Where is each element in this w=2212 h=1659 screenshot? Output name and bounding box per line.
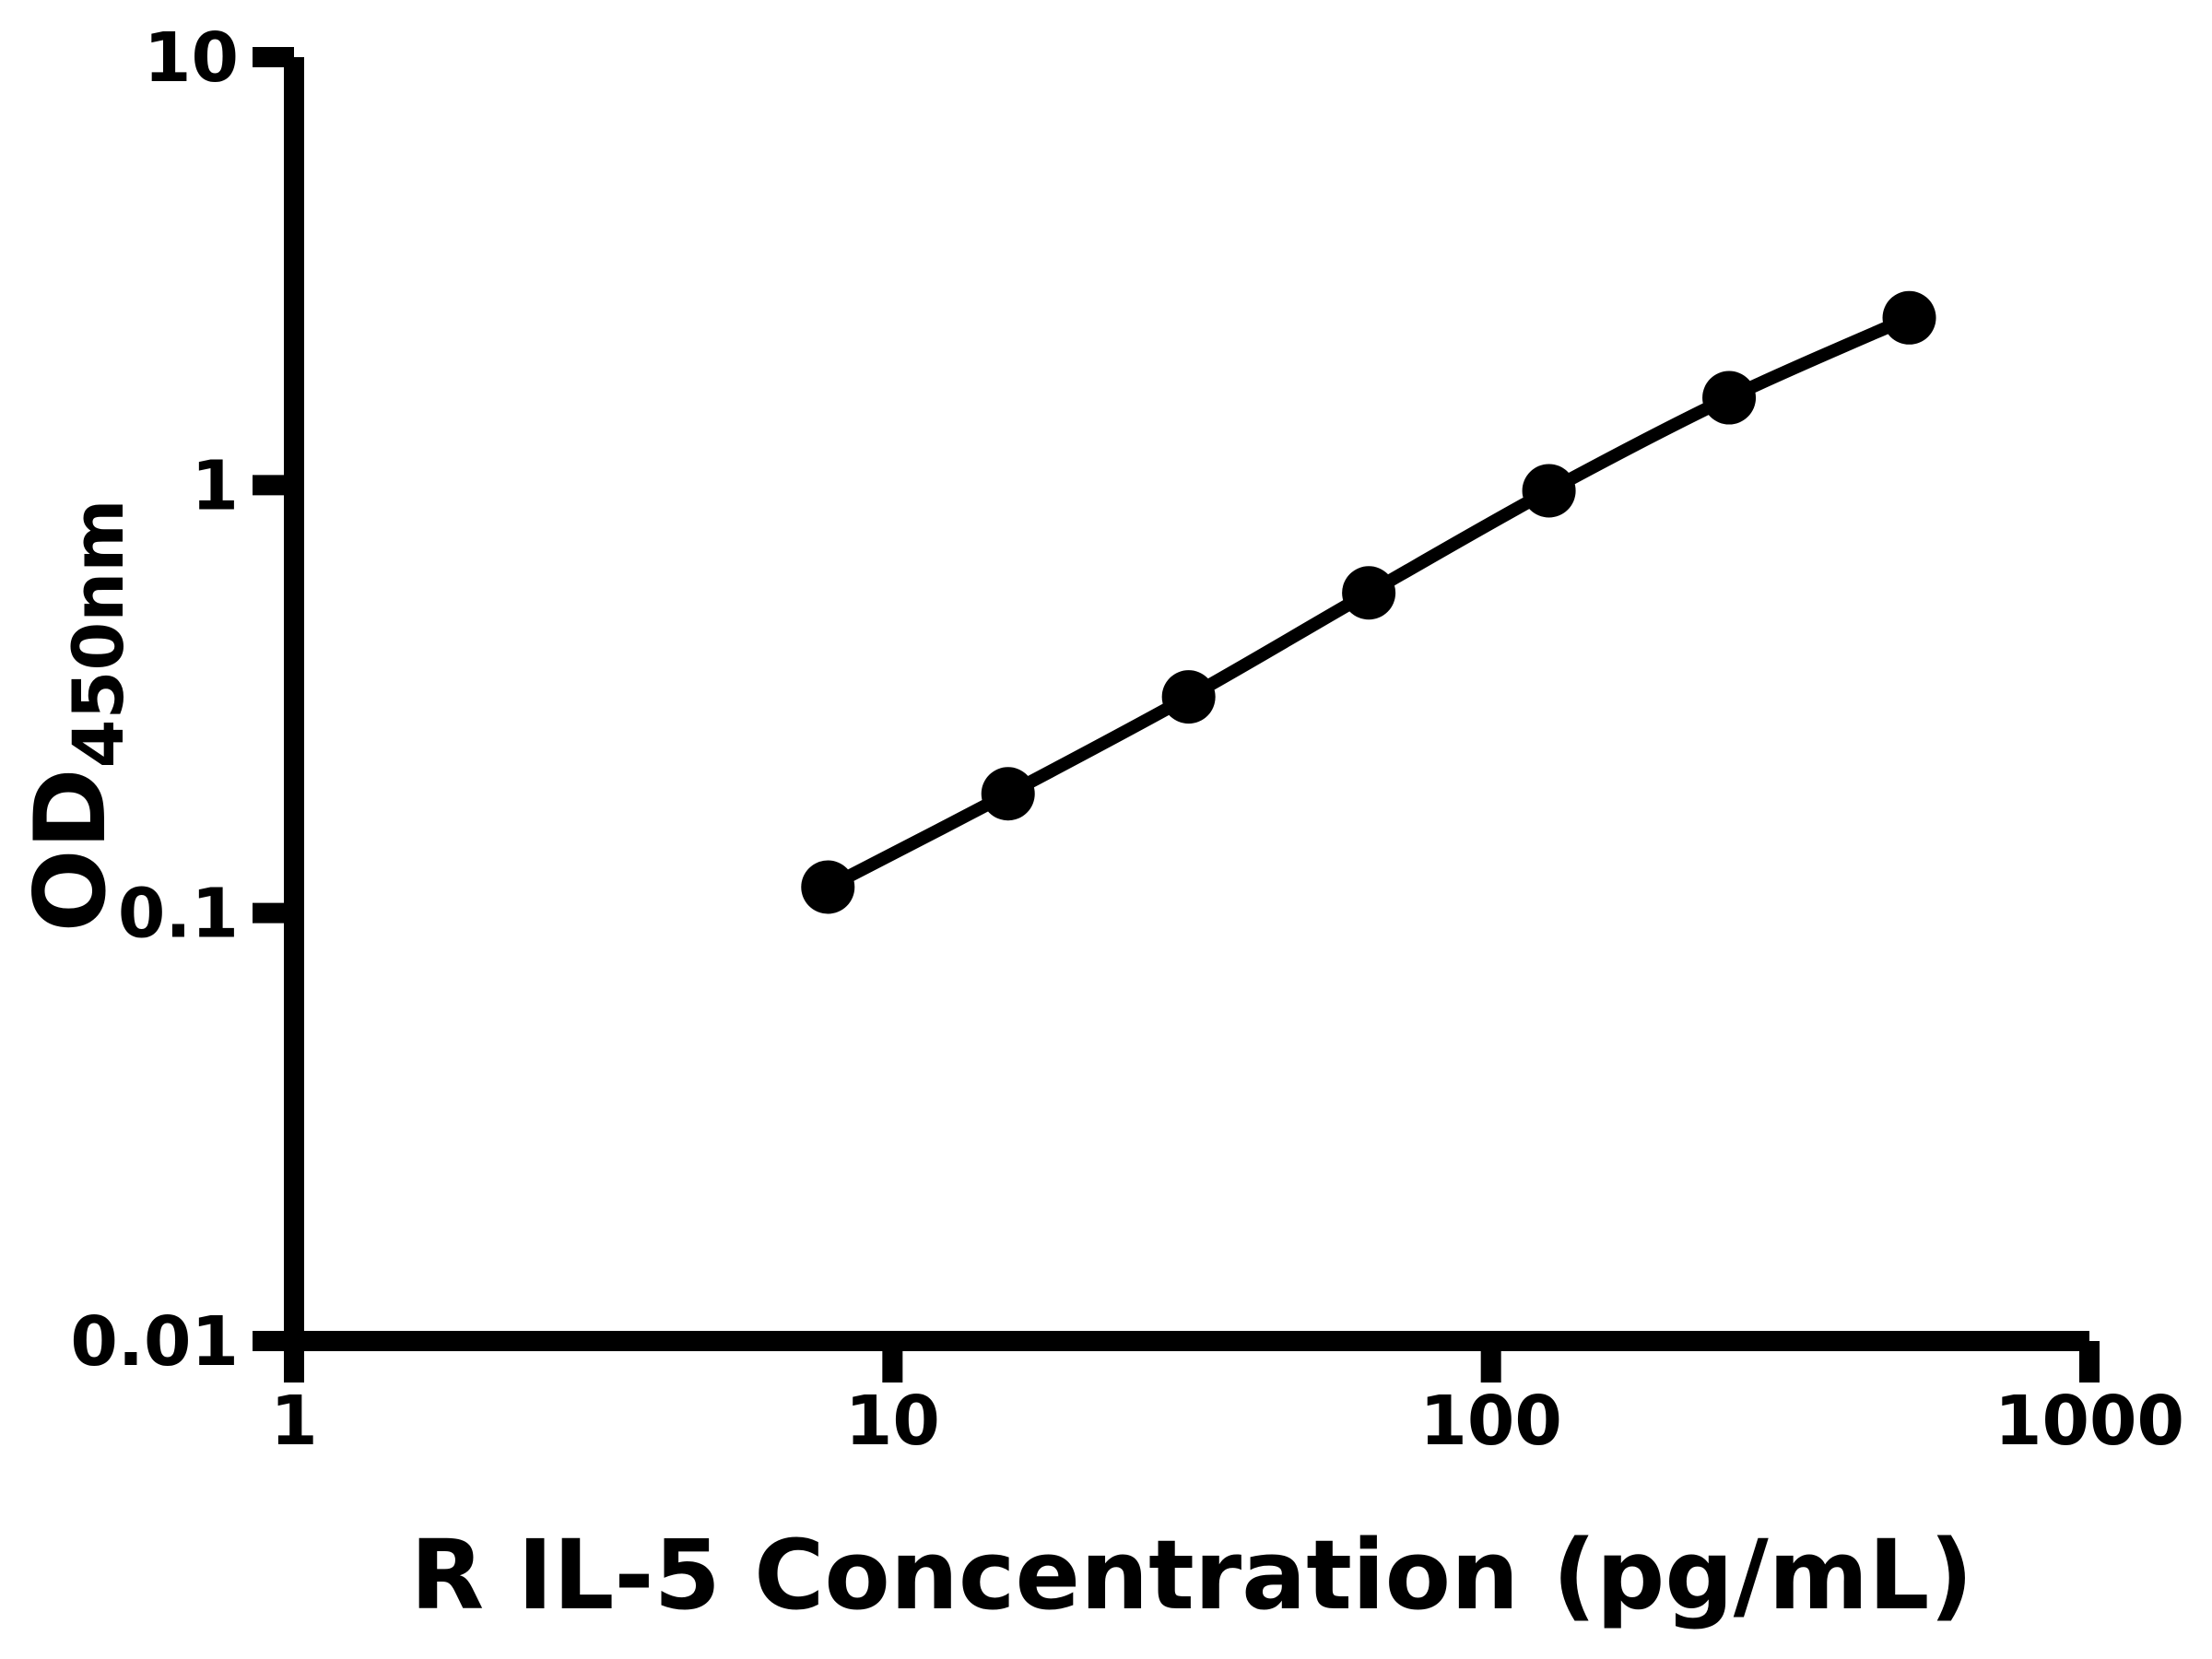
- x-axis-tick-labels: 1 10 100 1000: [270, 1382, 2184, 1461]
- y-tick-label: 10: [144, 18, 239, 98]
- data-point-marker: [1342, 566, 1396, 620]
- x-tick-label: 1: [270, 1382, 318, 1461]
- x-tick-label: 100: [1419, 1382, 1561, 1461]
- x-axis-ticks: [284, 1341, 2100, 1382]
- y-tick-label: 1: [192, 446, 240, 525]
- y-axis-tick-labels: 10 1 0.1 0.01: [70, 18, 239, 1382]
- data-point-marker: [1882, 290, 1936, 345]
- x-tick-label: 10: [845, 1382, 940, 1461]
- y-axis-ticks: [253, 47, 294, 1351]
- y-tick-label: 0.1: [118, 875, 239, 954]
- y-axis-title-subscript: 450nm: [57, 499, 139, 768]
- data-point-marker: [1161, 670, 1216, 724]
- y-tick-label: 0.01: [70, 1302, 239, 1382]
- data-point-marker: [981, 767, 1035, 821]
- x-axis-title: R IL-5 Concentration (pg/mL): [410, 1519, 1973, 1631]
- y-axis-title-main: OD: [14, 768, 127, 932]
- data-points: [801, 290, 1936, 914]
- data-point-marker: [1522, 464, 1576, 518]
- data-point-marker: [1702, 371, 1757, 425]
- x-tick-label: 1000: [1994, 1382, 2184, 1461]
- data-point-marker: [801, 860, 855, 914]
- y-axis-title: OD450nm: [14, 499, 139, 932]
